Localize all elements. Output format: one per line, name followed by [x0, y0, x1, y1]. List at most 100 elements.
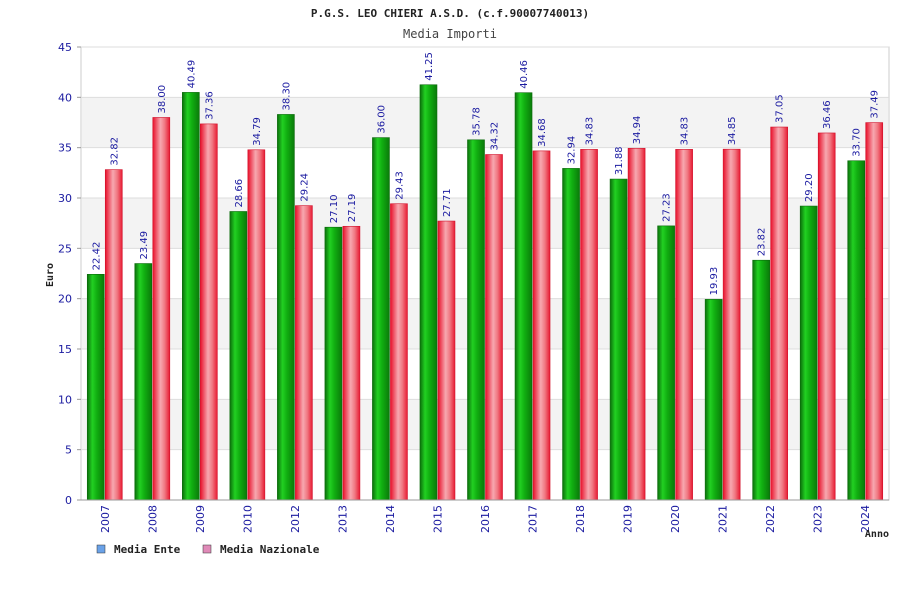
bar-media-nazionale-2019 — [627, 147, 646, 501]
value-label: 40.46 — [519, 60, 530, 89]
bar-media-nazionale-2023 — [817, 132, 836, 501]
x-tick-label: 2008 — [146, 505, 159, 533]
value-label: 28.66 — [234, 179, 245, 208]
value-label: 29.43 — [394, 171, 405, 200]
bar-media-ente-2021 — [704, 299, 723, 501]
bar-media-ente-2009 — [182, 92, 200, 501]
bar-media-ente-2019 — [609, 178, 628, 501]
x-tick-label: 2016 — [479, 505, 492, 533]
bar-media-ente-2024 — [847, 160, 866, 501]
bar-media-ente-2007 — [86, 274, 105, 501]
y-axis-ticks: 0 5 10 15 20 25 30 35 40 45 — [58, 41, 81, 507]
chart-title: P.G.S. LEO CHIERI A.S.D. (c.f.9000774001… — [311, 7, 589, 20]
value-label: 31.88 — [614, 146, 625, 175]
x-tick-label: 2021 — [717, 505, 730, 533]
bar-media-nazionale-2007 — [104, 169, 123, 501]
bar-media-ente-2010 — [229, 211, 248, 501]
x-tick-label: 2014 — [384, 505, 397, 533]
bar-media-nazionale-2017 — [532, 150, 551, 501]
value-label: 38.30 — [281, 82, 292, 111]
value-labels: 22.42 32.82 23.49 38.00 40.49 37.36 28.66 34.79… — [91, 52, 880, 295]
y-tick-label: 5 — [65, 444, 72, 457]
bar-media-ente-2013 — [324, 226, 343, 501]
bar-media-ente-2023 — [799, 205, 818, 501]
chart-subtitle: Media Importi — [403, 27, 497, 41]
bars — [86, 84, 884, 501]
legend-label-media-nazionale: Media Nazionale — [220, 543, 320, 556]
x-tick-label: 2019 — [622, 505, 635, 533]
x-tick-label: 2010 — [241, 505, 254, 533]
value-label: 32.82 — [109, 137, 120, 166]
y-tick-label: 0 — [65, 494, 72, 507]
x-tick-label: 2018 — [574, 505, 587, 533]
value-label: 41.25 — [424, 52, 435, 81]
value-label: 34.32 — [490, 122, 501, 151]
value-label: 34.83 — [585, 117, 596, 146]
x-tick-label: 2007 — [99, 505, 112, 533]
value-label: 27.19 — [347, 194, 358, 223]
bar-media-nazionale-2021 — [722, 148, 741, 501]
bar-media-ente-2022 — [752, 259, 770, 501]
bar-media-nazionale-2018 — [580, 149, 598, 501]
value-label: 34.68 — [537, 118, 548, 147]
y-tick-label: 45 — [58, 41, 72, 54]
value-label: 34.94 — [632, 116, 643, 145]
value-label: 38.00 — [157, 85, 168, 114]
value-label: 40.49 — [186, 60, 197, 89]
bar-media-nazionale-2008 — [152, 117, 171, 501]
bar-media-nazionale-2013 — [342, 225, 361, 501]
value-label: 23.82 — [757, 228, 768, 257]
value-label: 23.49 — [139, 231, 150, 260]
value-label: 29.24 — [299, 173, 310, 202]
value-label: 19.93 — [709, 267, 720, 296]
value-label: 34.85 — [727, 117, 738, 146]
value-label: 27.71 — [442, 188, 453, 217]
value-label: 35.78 — [472, 107, 483, 136]
legend: Media Ente Media Nazionale — [96, 543, 320, 556]
value-label: 36.00 — [376, 105, 387, 134]
bar-media-ente-2018 — [562, 168, 580, 501]
value-label: 34.79 — [252, 117, 263, 146]
bar-media-ente-2015 — [419, 84, 438, 501]
bar-media-nazionale-2022 — [770, 126, 788, 501]
bar-media-ente-2017 — [514, 92, 533, 501]
x-tick-label: 2020 — [669, 505, 682, 533]
legend-swatch-media-nazionale — [202, 544, 212, 554]
y-tick-label: 40 — [58, 91, 72, 104]
y-tick-label: 15 — [58, 343, 72, 356]
value-label: 37.49 — [870, 90, 881, 119]
x-tick-label: 2009 — [194, 505, 207, 533]
value-label: 27.10 — [329, 195, 340, 224]
bar-media-nazionale-2024 — [865, 122, 884, 501]
y-tick-label: 10 — [58, 393, 72, 406]
x-tick-label: 2012 — [289, 505, 302, 533]
x-tick-label: 2015 — [431, 505, 444, 533]
bar-media-nazionale-2015 — [437, 220, 456, 501]
bar-media-ente-2016 — [467, 139, 485, 501]
x-axis-ticks: 2007 2008 2009 2010 2012 2013 2014 2015 2016 2017… — [81, 499, 889, 533]
bar-media-nazionale-2009 — [200, 123, 218, 501]
legend-swatch-media-ente — [96, 544, 106, 554]
y-tick-label: 20 — [58, 293, 72, 306]
legend-label-media-ente: Media Ente — [114, 543, 181, 556]
y-tick-label: 30 — [58, 192, 72, 205]
bar-media-nazionale-2010 — [247, 149, 266, 501]
value-label: 33.70 — [852, 128, 863, 157]
value-label: 34.83 — [680, 117, 691, 146]
y-tick-label: 25 — [58, 242, 72, 255]
value-label: 32.94 — [567, 136, 578, 165]
bar-media-ente-2012 — [277, 114, 295, 501]
x-tick-label: 2023 — [812, 505, 825, 533]
value-label: 37.05 — [775, 94, 786, 123]
y-tick-label: 35 — [58, 142, 72, 155]
x-tick-label: 2024 — [859, 505, 872, 533]
value-label: 22.42 — [91, 242, 102, 271]
y-axis-label: Euro — [45, 263, 56, 287]
bar-media-nazionale-2014 — [390, 203, 408, 501]
bar-media-ente-2020 — [657, 225, 675, 501]
bar-media-nazionale-2016 — [485, 154, 503, 501]
x-tick-label: 2017 — [527, 505, 540, 533]
value-label: 29.20 — [804, 173, 815, 202]
x-tick-label: 2013 — [336, 505, 349, 533]
